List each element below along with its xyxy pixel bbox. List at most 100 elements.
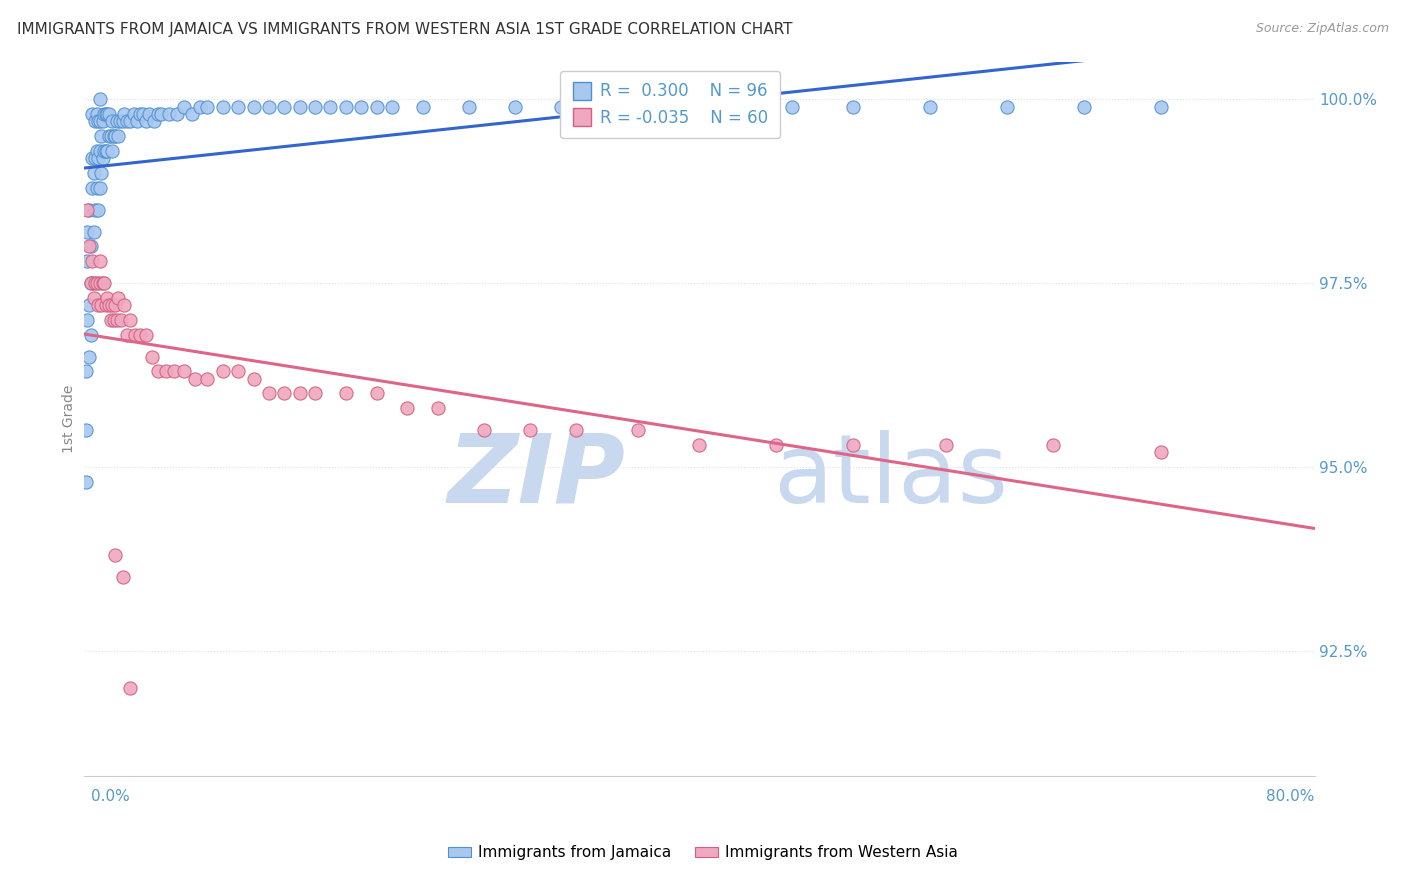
Point: [211, 99, 233, 113]
Text: 80.0%: 80.0%: [1267, 789, 1315, 805]
Point: [80, 151, 103, 165]
Point: [319, 99, 342, 113]
Point: [76, 313, 98, 327]
Point: [79, 276, 101, 290]
Point: [596, 99, 619, 113]
Point: [1150, 99, 1173, 113]
Point: [125, 114, 148, 128]
Point: [90, 298, 112, 312]
Point: [304, 99, 326, 113]
Point: [83, 225, 105, 239]
Point: [226, 99, 249, 113]
Point: [108, 114, 131, 128]
Point: [98, 107, 120, 121]
Point: [173, 364, 195, 378]
Point: [76, 202, 98, 217]
Point: [162, 364, 184, 378]
Point: [101, 144, 124, 158]
Point: [83, 166, 105, 180]
Point: [100, 313, 122, 327]
Point: [77, 239, 100, 253]
Point: [273, 99, 295, 113]
Point: [79, 239, 101, 253]
Point: [80, 107, 103, 121]
Point: [111, 114, 134, 128]
Point: [103, 128, 125, 143]
Point: [89, 114, 111, 128]
Point: [86, 144, 108, 158]
Point: [93, 144, 115, 158]
Point: [80, 180, 103, 194]
Point: [288, 99, 311, 113]
Point: [920, 99, 942, 113]
Point: [689, 438, 711, 452]
Point: [120, 313, 142, 327]
Point: [181, 107, 204, 121]
Point: [197, 99, 219, 113]
Legend: R =  0.300    N = 96, R = -0.035    N = 60: R = 0.300 N = 96, R = -0.035 N = 60: [560, 70, 780, 138]
Point: [101, 298, 124, 312]
Point: [138, 107, 160, 121]
Point: [93, 276, 115, 290]
Point: [1150, 445, 1173, 459]
Point: [503, 99, 526, 113]
Point: [135, 114, 157, 128]
Point: [98, 298, 120, 312]
Point: [79, 327, 101, 342]
Point: [335, 99, 357, 113]
Point: [1042, 438, 1064, 452]
Point: [211, 364, 233, 378]
Point: [76, 254, 98, 268]
Point: [734, 99, 756, 113]
Point: [86, 107, 108, 121]
Point: [117, 327, 139, 342]
Point: [257, 386, 280, 401]
Point: [96, 291, 118, 305]
Point: [91, 114, 114, 128]
Point: [141, 350, 163, 364]
Point: [96, 107, 118, 121]
Legend: Immigrants from Jamaica, Immigrants from Western Asia: Immigrants from Jamaica, Immigrants from…: [441, 839, 965, 866]
Point: [842, 99, 865, 113]
Point: [166, 107, 188, 121]
Point: [87, 151, 110, 165]
Point: [381, 99, 404, 113]
Point: [80, 254, 103, 268]
Point: [112, 298, 135, 312]
Point: [89, 144, 111, 158]
Point: [157, 107, 180, 121]
Point: [84, 151, 107, 165]
Point: [77, 298, 100, 312]
Point: [142, 114, 165, 128]
Point: [128, 107, 150, 121]
Point: [765, 438, 787, 452]
Point: [84, 276, 107, 290]
Point: [87, 114, 110, 128]
Point: [111, 570, 134, 584]
Point: [89, 254, 111, 268]
Point: [87, 298, 110, 312]
Point: [91, 151, 114, 165]
Point: [366, 99, 388, 113]
Text: 0.0%: 0.0%: [91, 789, 131, 805]
Point: [396, 401, 419, 416]
Point: [472, 423, 495, 437]
Point: [122, 107, 145, 121]
Point: [94, 144, 117, 158]
Point: [412, 99, 434, 113]
Point: [89, 92, 111, 106]
Point: [75, 475, 97, 489]
Point: [550, 99, 572, 113]
Point: [288, 386, 311, 401]
Point: [104, 128, 127, 143]
Point: [689, 99, 711, 113]
Point: [350, 99, 373, 113]
Point: [150, 107, 173, 121]
Point: [780, 99, 803, 113]
Point: [89, 276, 111, 290]
Point: [110, 313, 132, 327]
Point: [184, 372, 207, 386]
Point: [86, 276, 108, 290]
Point: [90, 166, 112, 180]
Point: [132, 107, 155, 121]
